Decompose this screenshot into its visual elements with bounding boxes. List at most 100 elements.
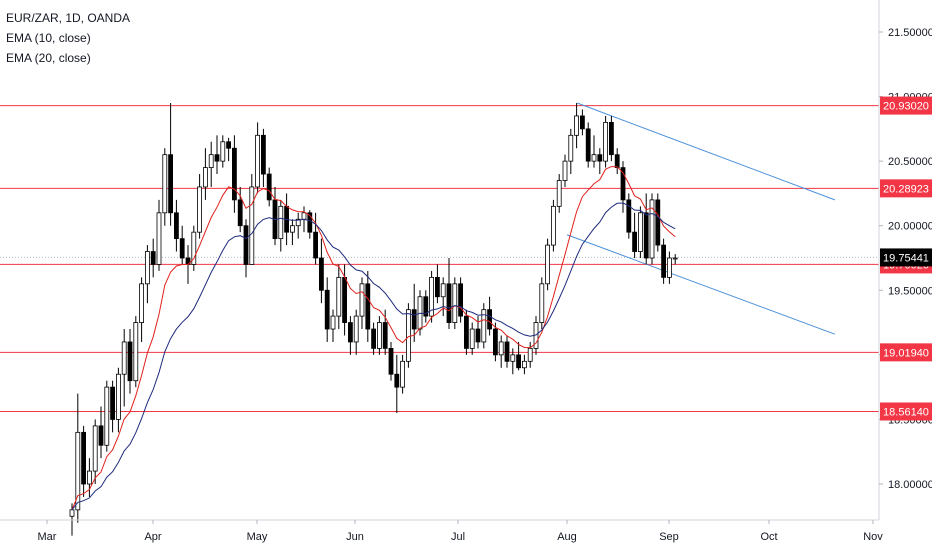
candle [289, 219, 295, 246]
level-price-label: 20.28923 [883, 183, 929, 195]
candle [272, 186, 278, 246]
candle-body [527, 347, 533, 362]
candle [545, 238, 550, 291]
candle [400, 354, 406, 394]
level-price-label: 18.56140 [883, 406, 929, 418]
candle-body [481, 309, 487, 343]
candle [516, 341, 521, 371]
time-tick-label: Jun [346, 531, 364, 543]
candle-body [609, 122, 614, 156]
candle-body [156, 212, 162, 265]
candle-body [87, 470, 92, 485]
candle-body [580, 115, 585, 130]
candle [469, 322, 475, 355]
candle [603, 115, 608, 168]
candle [144, 245, 150, 304]
candle-body [672, 257, 678, 260]
candle [260, 128, 266, 187]
channel-upper-line [577, 102, 836, 201]
candle-body [301, 212, 307, 220]
candle-body [440, 283, 446, 298]
candle [492, 322, 498, 362]
candle-body [289, 225, 295, 233]
ema10-line [71, 166, 676, 510]
candle-body [162, 154, 168, 214]
candle-body [574, 115, 579, 136]
candle [179, 225, 185, 265]
candle-body [545, 244, 550, 285]
candle [150, 238, 156, 278]
candle-body [202, 167, 208, 188]
candle [394, 354, 400, 413]
candle-body [168, 154, 174, 214]
chart-legend: EUR/ZAR, 1D, OANDA EMA (10, close) EMA (… [6, 8, 130, 68]
trend-channel[interactable] [566, 102, 836, 335]
candle [562, 154, 568, 187]
candle-body [551, 205, 556, 246]
candle-body [568, 134, 574, 162]
candle-body [260, 134, 266, 175]
candle [405, 303, 411, 368]
candle [266, 167, 272, 207]
candle-body [365, 283, 371, 330]
time-axis[interactable]: Mar Apr May Jun Jul Aug Sep Oct Nov [0, 519, 883, 543]
ema20-line [71, 202, 676, 511]
candle-body [307, 212, 313, 233]
candle [133, 316, 139, 388]
candle-body [226, 141, 232, 149]
candle-body [342, 276, 348, 323]
candle-body [458, 283, 464, 317]
candle-body [266, 173, 272, 201]
candle-body [237, 199, 243, 227]
candle-body [614, 154, 620, 169]
candle [591, 135, 597, 168]
price-tick-label: 21.50000 [888, 27, 932, 39]
candle-body [638, 212, 643, 252]
candle-body [498, 341, 504, 356]
candle [162, 148, 168, 226]
candle-body [75, 431, 81, 511]
candle-body [231, 147, 237, 201]
candle [347, 316, 353, 355]
candle [295, 212, 301, 239]
candle-body [116, 373, 121, 420]
candle [434, 264, 440, 304]
candle-body [353, 315, 359, 343]
candle [609, 115, 614, 162]
time-tick-label: May [247, 531, 268, 543]
candle [121, 329, 127, 407]
candle-body [423, 296, 429, 317]
candle-body [452, 283, 458, 323]
candle-body [324, 289, 330, 330]
candle [98, 406, 104, 459]
candle-body [243, 225, 249, 265]
price-tick-label: 20.00000 [888, 221, 932, 233]
candle-body [463, 315, 469, 349]
candle-body [318, 257, 324, 291]
candle [574, 103, 579, 149]
candle [498, 335, 504, 368]
time-tick-label: Mar [38, 531, 57, 543]
candle-body [661, 244, 666, 278]
candle-body [330, 315, 336, 330]
level-price-tag [880, 179, 932, 198]
candle [313, 212, 319, 265]
candle-body [173, 212, 179, 240]
candle [173, 199, 179, 252]
candle-body [429, 276, 435, 317]
horizontal-levels[interactable] [0, 105, 879, 412]
candle [452, 277, 458, 330]
candle-body [382, 322, 388, 349]
candle [655, 193, 661, 252]
level-price-tag [880, 96, 932, 115]
candle-body [179, 238, 185, 259]
candle-body [376, 322, 382, 349]
candle [632, 212, 637, 258]
candle-body [591, 154, 597, 162]
candle-body [359, 283, 365, 317]
candle-body [510, 354, 516, 362]
candle [597, 148, 603, 175]
candle-body [98, 425, 104, 446]
candle-body [371, 328, 377, 349]
